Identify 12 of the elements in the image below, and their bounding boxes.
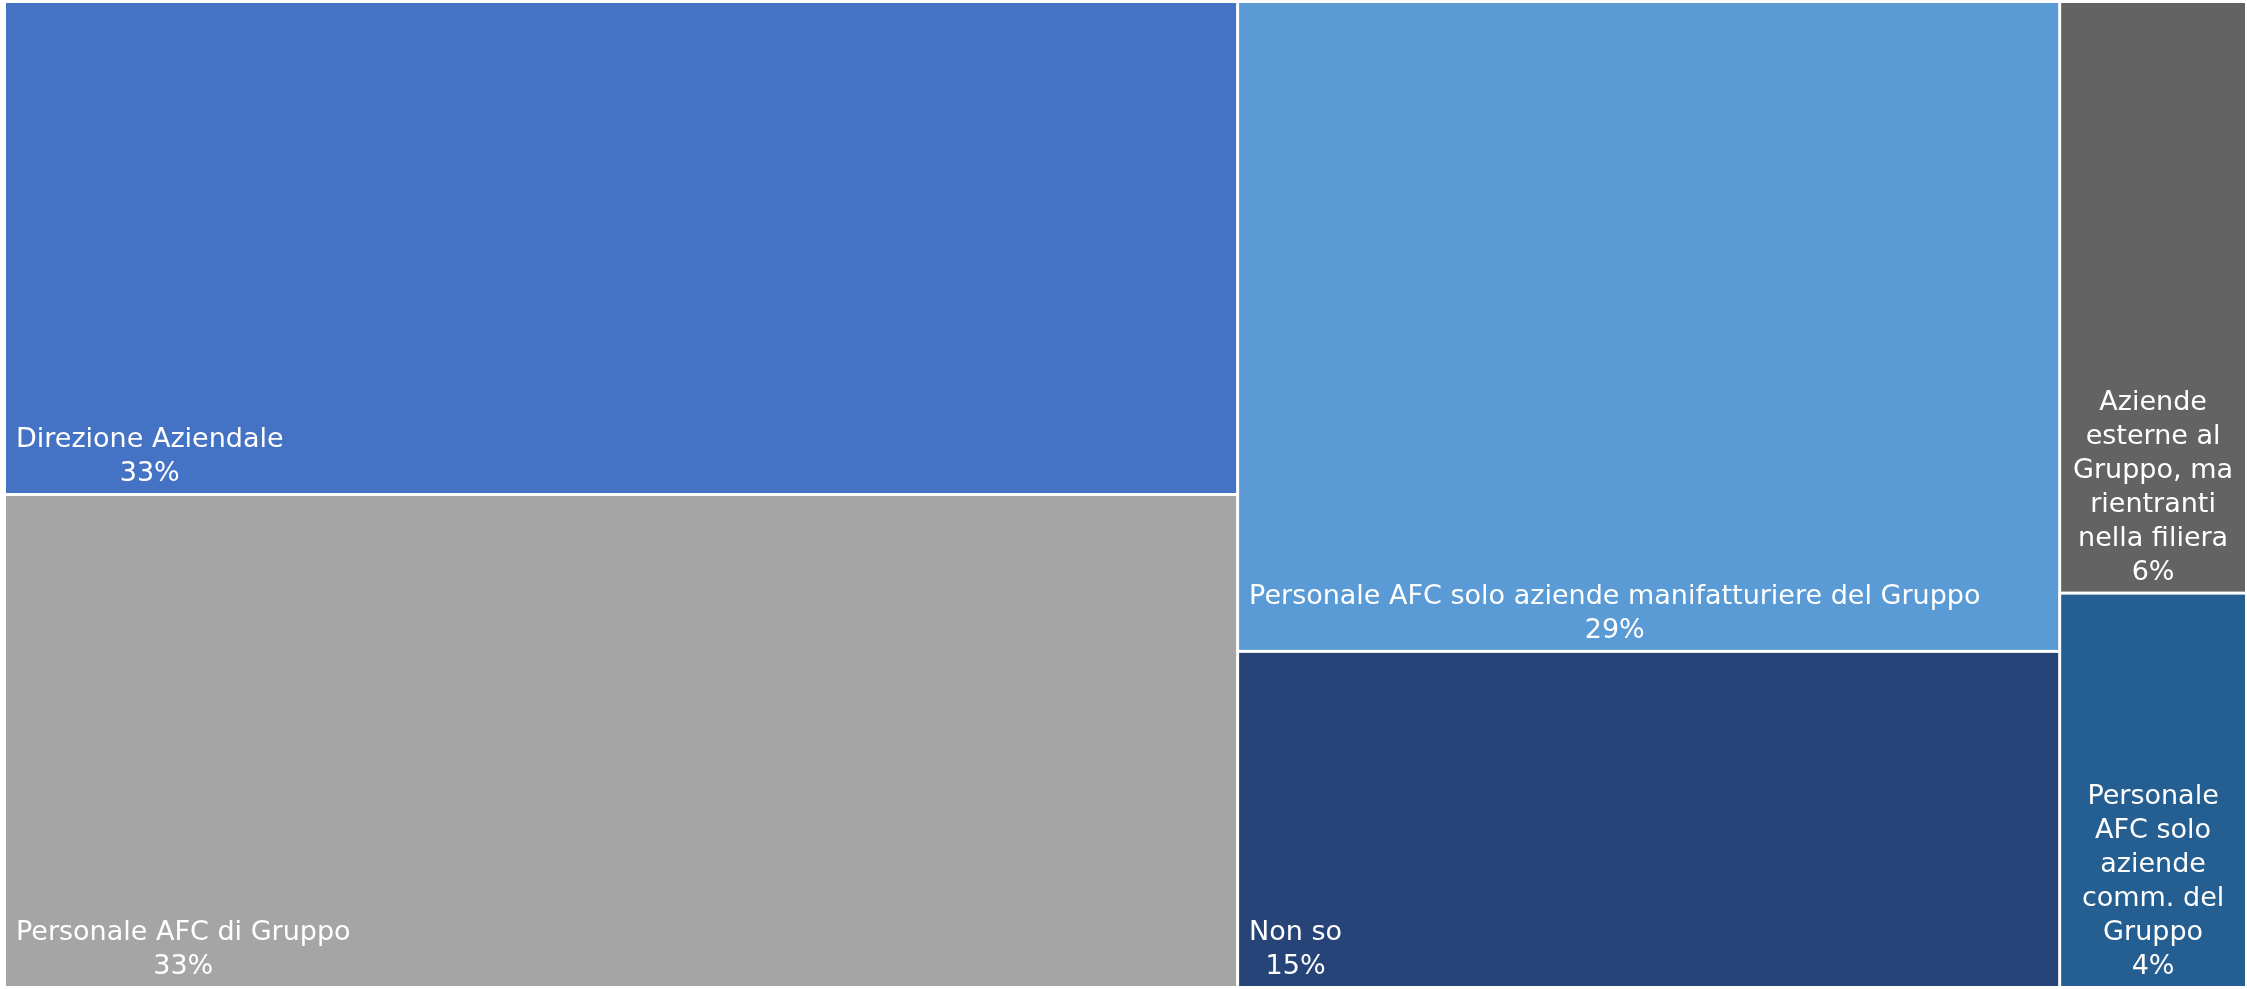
data-label: 15% — [1265, 949, 1326, 980]
category-label: Personale AFC di Gruppo — [16, 915, 351, 946]
category-label: Personale AFC solo aziende comm. del Gruppo — [2081, 779, 2225, 946]
category-label: Non so — [1249, 915, 1343, 946]
data-label: 33% — [119, 456, 180, 487]
category-label: Personale AFC solo aziende manifatturiere del Gruppo — [1249, 578, 1981, 610]
data-label: 29% — [1584, 612, 1645, 644]
category-label: Direzione Aziendale — [16, 422, 284, 453]
data-label: 6% — [2131, 554, 2175, 586]
data-label: 33% — [153, 949, 214, 980]
category-label: Aziende esterne al Gruppo, ma rientranti nella filiera — [2073, 384, 2234, 552]
data-label: 4% — [2131, 949, 2175, 980]
